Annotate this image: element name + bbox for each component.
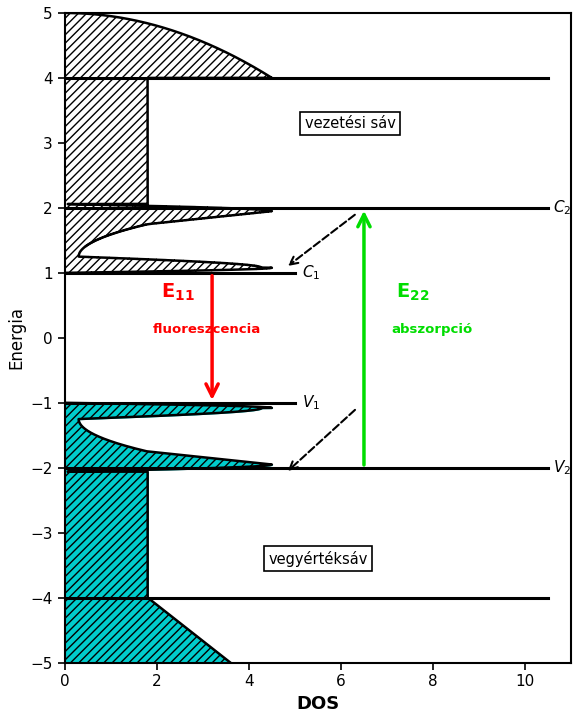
Text: $V_1$: $V_1$ (302, 393, 320, 412)
Text: $C_2$: $C_2$ (553, 199, 571, 217)
Text: $\mathbf{E_{22}}$: $\mathbf{E_{22}}$ (396, 282, 430, 303)
Text: $C_1$: $C_1$ (302, 264, 320, 282)
Y-axis label: Energia: Energia (7, 306, 25, 369)
Text: vezetési sáv: vezetési sáv (304, 116, 396, 131)
Text: $\mathbf{E_{11}}$: $\mathbf{E_{11}}$ (161, 282, 195, 303)
Text: abszorpció: abszorpció (392, 323, 473, 336)
Text: $V_2$: $V_2$ (553, 459, 571, 477)
Text: vegyértéksáv: vegyértéksáv (269, 551, 368, 567)
Text: fluoreszcencia: fluoreszcencia (153, 323, 260, 336)
X-axis label: DOS: DOS (296, 695, 339, 713)
